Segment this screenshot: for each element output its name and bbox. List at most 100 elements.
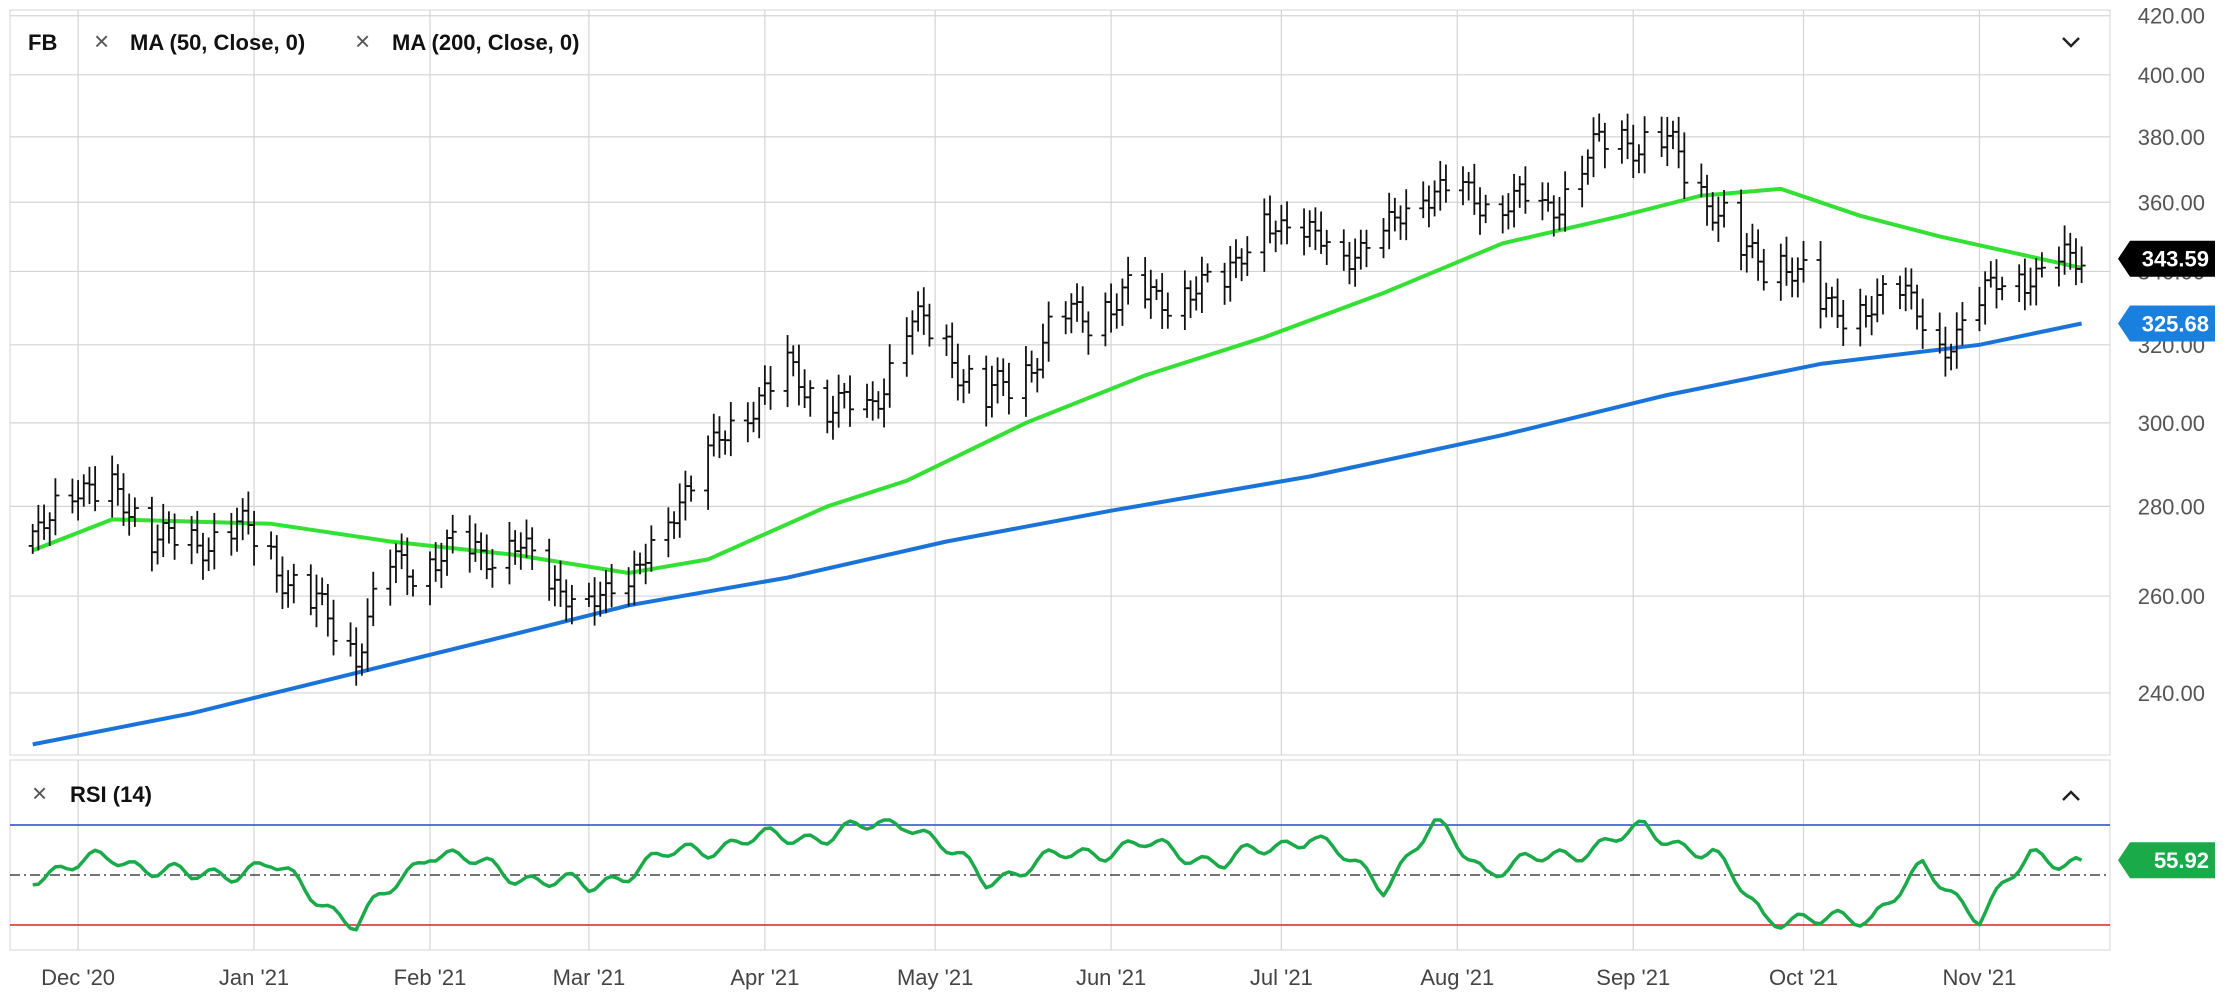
x-tick-label: Dec '20 (41, 965, 115, 990)
ma200-legend-label[interactable]: MA (200, Close, 0) (392, 30, 579, 55)
rsi-value-tag-bg (2118, 842, 2215, 879)
ma200-line (32, 321, 2083, 747)
ohlc-bar (408, 569, 417, 597)
x-tick-label: May '21 (897, 965, 973, 990)
ohlc-bar (1362, 229, 1371, 268)
x-tick-label: Jan '21 (219, 965, 289, 990)
last-price-tag: 343.59 (2118, 240, 2215, 277)
ma200-tag-value: 325.68 (2142, 312, 2209, 337)
rsi-legend-label[interactable]: RSI (14) (70, 782, 152, 807)
x-tick-label: Mar '21 (553, 965, 626, 990)
rsi-value-tag: 55.92 (2118, 842, 2215, 879)
rsi-legend: × RSI (14) (32, 778, 2080, 808)
x-tick-label: Sep '21 (1596, 965, 1670, 990)
y-tick-label: 360.00 (2138, 190, 2205, 215)
x-tick-label: Aug '21 (1420, 965, 1494, 990)
ma200-tag: 325.68 (2118, 305, 2215, 342)
ohlc-bar (289, 563, 298, 604)
ohlc-bar (925, 303, 934, 347)
ohlc-bar (1680, 132, 1689, 199)
ohlc-bar (329, 599, 338, 656)
ohlc-bar (1441, 164, 1450, 203)
ohlc-bar (1918, 298, 1927, 349)
ohlc-bar (1004, 362, 1013, 415)
ohlc-bar (1124, 256, 1133, 305)
chevron-down-icon[interactable] (2062, 37, 2080, 48)
last-price-tag-bg (2118, 240, 2215, 277)
ma50-legend-label[interactable]: MA (50, Close, 0) (130, 30, 305, 55)
symbol-label: FB (28, 30, 57, 55)
ohlc-bar (369, 571, 378, 627)
ohlc-bar (726, 402, 735, 457)
y-tick-label: 300.00 (2138, 411, 2205, 436)
price-tags: 343.59 325.68 55.92 (2118, 240, 2215, 879)
x-tick-label: Apr '21 (730, 965, 799, 990)
price-axis: 240.00260.00280.00300.00320.00340.00360.… (2138, 4, 2205, 706)
ohlc-bar (1640, 116, 1649, 174)
ohlc-bar (1203, 263, 1212, 283)
x-tick-label: Feb '21 (394, 965, 467, 990)
ma200-series (32, 321, 2083, 747)
ohlc-bar (567, 584, 576, 625)
ohlc-bar (448, 514, 457, 554)
ohlc-bar (647, 525, 656, 572)
ohlc-bar (1283, 201, 1292, 245)
time-axis: Dec '20 Jan '21 Feb '21 Mar '21 Apr '21 May '… (41, 965, 2016, 990)
chart-legend: FB × MA (50, Close, 0) × MA (200, Close,… (28, 26, 2080, 56)
ohlc-bar (1878, 275, 1887, 315)
ohlc-bar (528, 527, 537, 570)
price-panel[interactable] (9, 9, 2111, 756)
y-tick-label: 240.00 (2138, 681, 2205, 706)
rsi-line (32, 818, 2083, 932)
ohlc-bar (51, 478, 60, 536)
ohlc-bar (1759, 248, 1768, 291)
ohlc-bar (1720, 190, 1729, 228)
remove-rsi-icon[interactable]: × (32, 778, 47, 808)
ohlc-bar (1402, 189, 1411, 241)
ohlc-bar (2037, 252, 2046, 278)
ohlc-bar (210, 512, 219, 570)
ohlc-bar (965, 355, 974, 394)
ohlc-bar (1044, 301, 1053, 362)
price-bars (28, 113, 2086, 686)
ohlc-bar (2077, 246, 2086, 284)
ohlc-bar (885, 344, 894, 408)
y-tick-label: 280.00 (2138, 494, 2205, 519)
ohlc-bar (1243, 236, 1252, 277)
ohlc-bar (1084, 311, 1093, 355)
x-tick-label: Jul '21 (1250, 965, 1313, 990)
y-tick-label: 260.00 (2138, 584, 2205, 609)
y-tick-label: 420.00 (2138, 4, 2205, 29)
chevron-up-icon[interactable] (2062, 790, 2080, 801)
y-tick-label: 400.00 (2138, 63, 2205, 88)
x-tick-label: Nov '21 (1943, 965, 2017, 990)
ohlc-bar (1481, 194, 1490, 224)
ma50-line (31, 186, 2083, 575)
x-tick-label: Oct '21 (1769, 965, 1838, 990)
ohlc-bar (1958, 302, 1967, 346)
ohlc-bar (91, 466, 100, 512)
ohlc-bar (1998, 276, 2007, 301)
ohlc-bar (170, 513, 179, 560)
remove-ma200-icon[interactable]: × (355, 26, 370, 56)
rsi-value-tag-value: 55.92 (2154, 848, 2209, 873)
ohlc-bar (130, 497, 139, 527)
ohlc-bar (846, 375, 854, 427)
ohlc-bar (1521, 166, 1530, 214)
ohlc-bar (1839, 300, 1848, 346)
ohlc-bar (687, 475, 696, 502)
remove-ma50-icon[interactable]: × (94, 26, 109, 56)
ohlc-bar (1163, 292, 1172, 329)
ohlc-bar (488, 549, 497, 588)
ma200-tag-bg (2118, 305, 2215, 342)
rsi-series (10, 818, 2110, 932)
ohlc-bar (766, 366, 775, 410)
ohlc-bar (250, 510, 259, 566)
ohlc-bar (1561, 171, 1570, 232)
ohlc-bar (1799, 240, 1808, 283)
ohlc-bar (607, 564, 616, 608)
last-price-tag-value: 343.59 (2142, 247, 2209, 272)
y-tick-label: 380.00 (2138, 125, 2205, 150)
ma50-series (31, 186, 2083, 575)
